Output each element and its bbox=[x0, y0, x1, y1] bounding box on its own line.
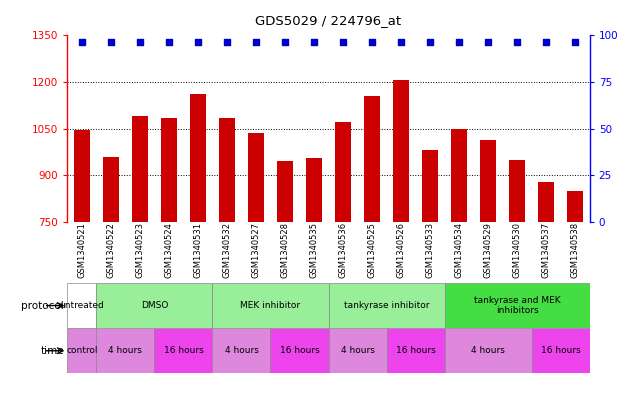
Bar bbox=[567, 191, 583, 222]
Text: GSM1340531: GSM1340531 bbox=[194, 222, 203, 278]
Text: GSM1340536: GSM1340536 bbox=[338, 222, 347, 278]
Bar bbox=[161, 118, 177, 222]
Bar bbox=[67, 328, 96, 373]
Bar bbox=[335, 123, 351, 222]
Point bbox=[280, 39, 290, 45]
Bar bbox=[74, 130, 90, 222]
Bar bbox=[248, 133, 264, 222]
Text: GSM1340530: GSM1340530 bbox=[513, 222, 522, 278]
Bar bbox=[445, 283, 590, 328]
Point bbox=[454, 39, 464, 45]
Point bbox=[396, 39, 406, 45]
Text: 16 hours: 16 hours bbox=[163, 346, 203, 355]
Text: DMSO: DMSO bbox=[140, 301, 168, 310]
Text: MEK inhibitor: MEK inhibitor bbox=[240, 301, 301, 310]
Bar bbox=[277, 162, 293, 222]
Text: GSM1340533: GSM1340533 bbox=[426, 222, 435, 278]
Text: time: time bbox=[40, 346, 64, 356]
Text: GSM1340522: GSM1340522 bbox=[106, 222, 115, 278]
Bar bbox=[329, 283, 445, 328]
Point bbox=[193, 39, 203, 45]
Text: 4 hours: 4 hours bbox=[340, 346, 374, 355]
Point bbox=[309, 39, 319, 45]
Bar bbox=[393, 81, 409, 222]
Point bbox=[367, 39, 377, 45]
Text: untreated: untreated bbox=[60, 301, 104, 310]
Text: GSM1340524: GSM1340524 bbox=[164, 222, 173, 278]
Text: GSM1340537: GSM1340537 bbox=[542, 222, 551, 278]
Bar bbox=[219, 118, 235, 222]
Bar bbox=[387, 328, 445, 373]
Text: 16 hours: 16 hours bbox=[395, 346, 435, 355]
Bar bbox=[445, 328, 531, 373]
Bar bbox=[212, 328, 271, 373]
Point bbox=[425, 39, 435, 45]
Bar bbox=[422, 151, 438, 222]
Point bbox=[135, 39, 145, 45]
Bar bbox=[103, 157, 119, 222]
Point bbox=[106, 39, 116, 45]
Text: 4 hours: 4 hours bbox=[471, 346, 505, 355]
Bar bbox=[132, 116, 148, 222]
Bar bbox=[531, 328, 590, 373]
Point bbox=[222, 39, 232, 45]
Bar bbox=[96, 328, 154, 373]
Point bbox=[570, 39, 580, 45]
Text: 16 hours: 16 hours bbox=[541, 346, 581, 355]
Text: tankyrase inhibitor: tankyrase inhibitor bbox=[344, 301, 429, 310]
Point bbox=[251, 39, 261, 45]
Bar bbox=[212, 283, 329, 328]
Text: 16 hours: 16 hours bbox=[279, 346, 319, 355]
Point bbox=[483, 39, 494, 45]
Text: GSM1340525: GSM1340525 bbox=[367, 222, 376, 278]
Bar bbox=[154, 328, 212, 373]
Point bbox=[338, 39, 348, 45]
Bar bbox=[190, 94, 206, 222]
Bar bbox=[509, 160, 525, 222]
Text: GDS5029 / 224796_at: GDS5029 / 224796_at bbox=[256, 14, 401, 27]
Point bbox=[163, 39, 174, 45]
Text: GSM1340534: GSM1340534 bbox=[454, 222, 463, 278]
Point bbox=[512, 39, 522, 45]
Text: GSM1340532: GSM1340532 bbox=[222, 222, 231, 278]
Point bbox=[541, 39, 551, 45]
Bar bbox=[538, 182, 554, 222]
Text: 4 hours: 4 hours bbox=[108, 346, 142, 355]
Bar bbox=[96, 283, 212, 328]
Text: GSM1340527: GSM1340527 bbox=[251, 222, 260, 278]
Bar bbox=[67, 283, 96, 328]
Text: GSM1340521: GSM1340521 bbox=[78, 222, 87, 278]
Text: tankyrase and MEK
inhibitors: tankyrase and MEK inhibitors bbox=[474, 296, 560, 315]
Bar bbox=[480, 140, 496, 222]
Bar bbox=[364, 96, 380, 222]
Text: GSM1340528: GSM1340528 bbox=[281, 222, 290, 278]
Bar bbox=[306, 158, 322, 222]
Point bbox=[77, 39, 87, 45]
Text: GSM1340523: GSM1340523 bbox=[135, 222, 144, 278]
Text: GSM1340535: GSM1340535 bbox=[310, 222, 319, 278]
Text: protocol: protocol bbox=[21, 301, 64, 310]
Text: GSM1340529: GSM1340529 bbox=[484, 222, 493, 278]
Text: control: control bbox=[66, 346, 97, 355]
Bar bbox=[329, 328, 387, 373]
Text: GSM1340538: GSM1340538 bbox=[570, 222, 579, 278]
Bar bbox=[271, 328, 329, 373]
Text: GSM1340526: GSM1340526 bbox=[397, 222, 406, 278]
Text: 4 hours: 4 hours bbox=[224, 346, 258, 355]
Bar bbox=[451, 129, 467, 222]
